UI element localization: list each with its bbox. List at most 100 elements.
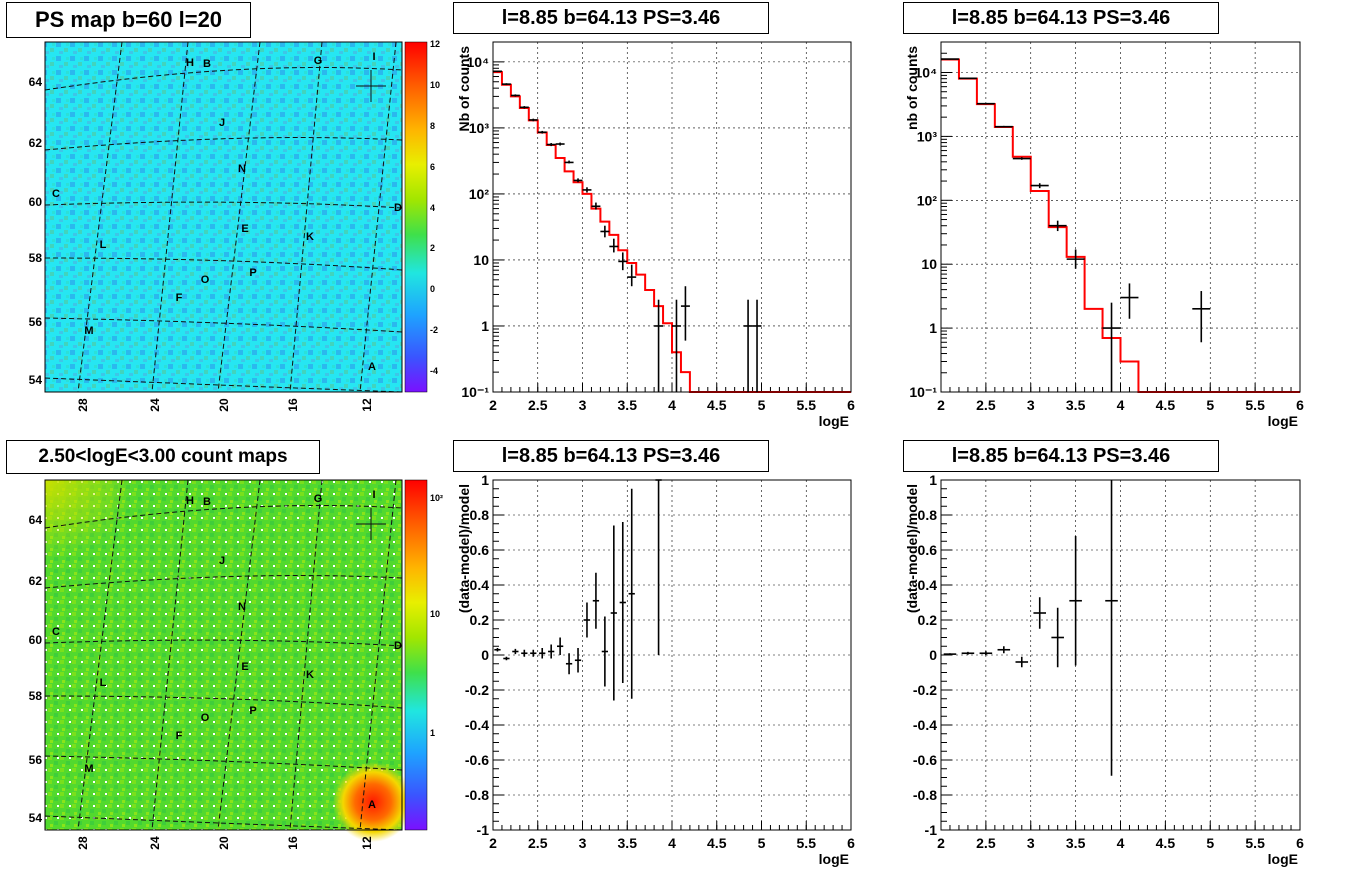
colorbar-tick-label: 2 xyxy=(430,243,435,253)
map-x-tick-label: 12 xyxy=(360,836,374,850)
chart-panel-1: 2 2.5 3 3.5 4 4.5 5 5.5 6 10⁴ 10³ 10² 10 1 10⁻¹ logE Nb … xyxy=(456,41,855,429)
source-label-e: E xyxy=(241,661,248,673)
map-x-tick-label: 16 xyxy=(286,836,300,850)
x-tick-label: 5 xyxy=(1206,835,1214,851)
source-label-c: C xyxy=(52,188,60,200)
x-tick-label: 6 xyxy=(1296,397,1304,413)
y-tick-label: 10² xyxy=(917,192,938,208)
colorbar-tick-label: -4 xyxy=(430,366,438,376)
spectrum-rebinned-title: l=8.85 b=64.13 PS=3.46 xyxy=(903,2,1219,34)
x-tick-label: 5.5 xyxy=(1245,835,1265,851)
residuals-title: l=8.85 b=64.13 PS=3.46 xyxy=(453,440,769,472)
x-tick-label: 6 xyxy=(847,397,855,413)
x-axis-title: logE xyxy=(1268,413,1298,429)
colorbar-tick-label: 4 xyxy=(430,203,435,213)
source-label-i: I xyxy=(372,489,375,501)
colorbar-tick-label: 8 xyxy=(430,121,435,131)
x-axis-title: logE xyxy=(819,851,849,867)
source-label-a: A xyxy=(368,799,376,811)
colorbar-tick-label: -2 xyxy=(430,325,438,335)
x-tick-label: 5.5 xyxy=(797,397,817,413)
y-tick-label: 0 xyxy=(929,647,937,663)
source-label-k: K xyxy=(306,231,314,243)
y-tick-label: 10⁻¹ xyxy=(461,384,489,400)
y-tick-label: 0.2 xyxy=(918,612,938,628)
map-y-tick-label: 62 xyxy=(29,574,43,588)
x-tick-label: 4 xyxy=(1117,835,1125,851)
x-tick-label: 6 xyxy=(847,835,855,851)
source-label-k: K xyxy=(306,669,314,681)
source-label-p: P xyxy=(249,705,256,717)
crosshair-marker xyxy=(356,508,386,540)
x-tick-label: 3.5 xyxy=(1066,397,1086,413)
y-tick-label: -0.6 xyxy=(913,752,937,768)
y-tick-label: 10⁻¹ xyxy=(909,384,937,400)
source-label-b: B xyxy=(203,496,211,508)
x-tick-label: 5 xyxy=(758,397,766,413)
map-x-tick-label: 28 xyxy=(76,398,90,412)
map-y-tick-label: 54 xyxy=(29,373,43,387)
source-label-e: E xyxy=(241,223,248,235)
chart-panel-3: 2 2.5 3 3.5 4 4.5 5 5.5 6 1 0.8 0.6 0.4 0.2 0 -0.2 -0.4 -… xyxy=(456,472,855,867)
y-tick-label: 1 xyxy=(929,472,937,488)
colorbar-tick-label: 1 xyxy=(430,728,435,738)
colorbar-tick-label: 12 xyxy=(430,39,440,49)
map-y-tick-label: 62 xyxy=(29,136,43,150)
map-x-tick-label: 28 xyxy=(76,836,90,850)
map-y-tick-label: 58 xyxy=(29,689,43,703)
y-tick-label: 0.4 xyxy=(918,577,938,593)
x-tick-label: 4 xyxy=(668,397,676,413)
source-label-n: N xyxy=(238,163,246,175)
map-y-tick-label: 54 xyxy=(29,811,43,825)
y-tick-label: -1 xyxy=(925,822,938,838)
x-tick-label: 2.5 xyxy=(976,397,996,413)
y-tick-label: -0.4 xyxy=(913,717,937,733)
x-tick-label: 3 xyxy=(579,835,587,851)
x-tick-label: 6 xyxy=(1296,835,1304,851)
y-tick-label: -0.8 xyxy=(465,787,489,803)
source-label-f: F xyxy=(176,730,183,742)
x-tick-label: 2.5 xyxy=(528,397,548,413)
source-label-i: I xyxy=(372,51,375,63)
y-tick-label: 0.6 xyxy=(918,542,938,558)
map-y-tick-label: 56 xyxy=(29,753,43,767)
chart-panel-2: 2 2.5 3 3.5 4 4.5 5 5.5 6 10⁴ 10³ 10² 10 1 10⁻¹ logE nb … xyxy=(904,41,1304,429)
y-tick-label: -0.8 xyxy=(913,787,937,803)
plot-frame xyxy=(492,479,852,831)
map-x-tick-label: 16 xyxy=(286,398,300,412)
x-tick-label: 4.5 xyxy=(707,397,727,413)
x-tick-label: 4.5 xyxy=(1156,397,1176,413)
x-tick-label: 2 xyxy=(489,397,497,413)
colorbar-tick-label: 10 xyxy=(430,80,440,90)
source-label-l: L xyxy=(100,239,107,251)
crosshair-marker xyxy=(356,70,386,102)
map-y-tick-label: 58 xyxy=(29,251,43,265)
y-tick-label: 0.8 xyxy=(470,507,490,523)
source-label-o: O xyxy=(201,712,210,724)
y-axis-title: Nb of counts xyxy=(456,46,472,132)
model-histogram xyxy=(941,58,1300,393)
count-colorbar xyxy=(404,479,428,831)
source-label-n: N xyxy=(238,601,246,613)
x-axis-title: logE xyxy=(1268,851,1298,867)
y-tick-label: 1 xyxy=(481,472,489,488)
source-label-l: L xyxy=(100,677,107,689)
map-grid xyxy=(44,479,403,831)
x-tick-label: 5.5 xyxy=(797,835,817,851)
plot-frame xyxy=(940,479,1301,831)
x-tick-label: 2.5 xyxy=(976,835,996,851)
residuals-rebinned-title: l=8.85 b=64.13 PS=3.46 xyxy=(903,440,1219,472)
map-y-tick-label: 60 xyxy=(29,195,43,209)
y-tick-label: 0.2 xyxy=(470,612,490,628)
y-tick-label: -0.4 xyxy=(465,717,489,733)
map-x-tick-label: 20 xyxy=(217,836,231,850)
x-tick-label: 4 xyxy=(1117,397,1125,413)
x-tick-label: 4.5 xyxy=(707,835,727,851)
map-grid xyxy=(44,41,403,393)
source-label-m: M xyxy=(84,325,93,337)
map-x-tick-label: 20 xyxy=(217,398,231,412)
y-tick-label: 10³ xyxy=(469,120,490,136)
ps-map xyxy=(44,41,403,393)
y-tick-label: 1 xyxy=(481,318,489,334)
map-y-tick-label: 56 xyxy=(29,315,43,329)
